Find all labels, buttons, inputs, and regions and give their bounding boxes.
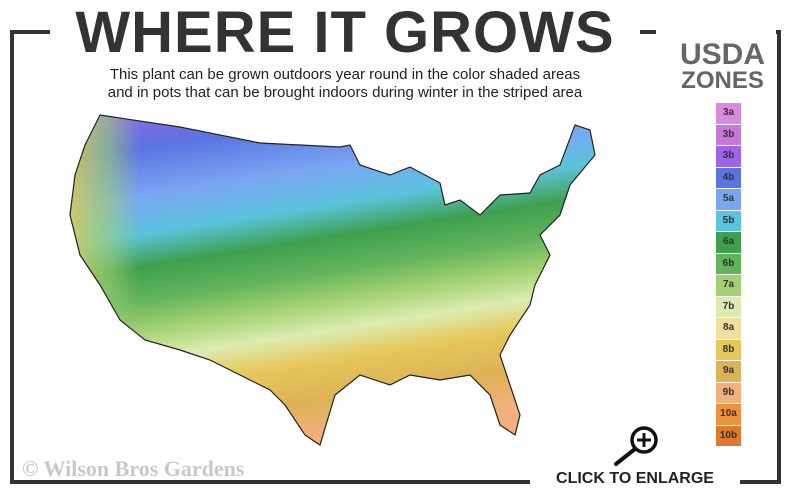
subtitle: This plant can be grown outdoors year ro… [40,66,650,102]
zone-swatch-9a: 9a [716,361,741,382]
zone-swatch-3b: 3b [716,146,741,167]
legend-title: USDA ZONES [660,38,785,94]
zone-swatch-5a: 5a [716,189,741,210]
zone-swatch-8a: 8a [716,318,741,339]
zone-swatch-10b: 10b [716,425,741,446]
usda-zone-map[interactable] [60,105,620,455]
enlarge-background [530,460,740,500]
zone-swatch-10a: 10a [716,404,741,425]
us-outline [69,114,596,446]
zone-swatch-7b: 7b [716,296,741,317]
zone-swatch-3b: 3b [716,124,741,145]
title-background [50,18,640,48]
click-to-enlarge-button[interactable]: CLICK TO ENLARGE [556,470,714,487]
page-title: WHERE IT GROWS [75,0,615,65]
zone-swatch-6b: 6b [716,253,741,274]
zone-swatch-8b: 8b [716,339,741,360]
copyright: © Wilson Bros Gardens [22,456,245,481]
subtitle-line-2: and in pots that can be brought indoors … [107,84,583,101]
subtitle-line-1: This plant can be grown outdoors year ro… [109,66,581,83]
legend-title-usda: USDA [679,38,765,71]
zone-swatch-6a: 6a [716,232,741,253]
zone-legend: 3a 3b 3b 4b 5a 5b 6a 6b 7a 7b 8a 8b 9a 9b 10a 10b [716,103,741,447]
magnifier-plus-icon[interactable] [610,424,666,468]
zone-swatch-9b: 9b [716,382,741,403]
zone-swatch-5b: 5b [716,210,741,231]
zone-swatch-4b: 4b [716,167,741,188]
zone-fill [70,115,595,445]
legend-title-zones: ZONES [681,67,764,94]
west-coast-zone-fill [70,115,140,445]
zone-swatch-7a: 7a [716,275,741,296]
zone-swatch-3a: 3a [716,103,741,124]
